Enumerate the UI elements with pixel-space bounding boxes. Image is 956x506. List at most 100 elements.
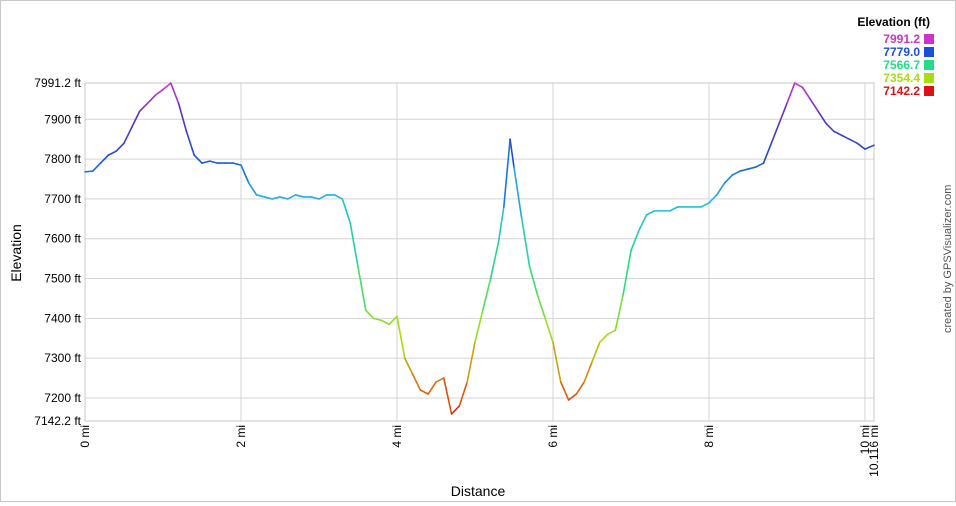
elevation-segment [279,196,289,200]
elevation-segment [544,317,554,344]
elevation-segment [177,102,188,133]
elevation-segment [536,293,546,320]
elevation-segment [388,315,398,326]
elevation-segment [458,381,468,407]
elevation-segment [138,102,149,113]
elevation-segment [247,182,258,196]
y-tick-label: 7142.2 ft [34,414,81,428]
elevation-segment [115,142,125,152]
credit-text: created by GPSVisualizer.com [942,185,954,333]
elevation-segment [715,182,726,196]
legend-entry-label: 7566.7 [883,58,920,72]
legend-swatch [924,34,934,44]
elevation-segment [364,309,375,320]
elevation-segment [809,98,819,113]
elevation-segment [130,110,141,129]
elevation-segment [528,265,539,296]
elevation-segment [864,144,875,150]
elevation-segment [739,168,749,172]
elevation-segment [427,381,437,395]
legend-swatch [924,60,934,70]
elevation-segment [708,194,718,204]
elevation-segment [793,82,804,89]
elevation-segment [637,214,648,232]
elevation-profile-line [84,82,875,415]
elevation-segment [552,341,562,383]
elevation-segment [848,138,858,144]
grid-layer [84,82,875,422]
elevation-segment [614,293,624,332]
legend-entry-label: 7991.2 [883,32,920,46]
elevation-segment [193,154,203,164]
legend-entry-label: 7354.4 [883,71,920,85]
legend-swatch [924,73,934,83]
elevation-segment [107,150,117,156]
elevation-legend: Elevation (ft) 7991.27779.07566.77354.47… [857,15,934,98]
elevation-segment [357,265,367,312]
y-tick-label: 7300 ft [44,351,81,365]
elevation-segment [840,134,851,141]
x-axis-title: Distance [451,483,506,499]
elevation-segment [801,86,812,101]
elevation-segment [591,341,601,363]
elevation-segment [91,162,102,172]
elevation-segment [513,166,523,220]
elevation-segment [754,162,765,168]
x-tick-label: 10 mi [858,425,872,454]
elevation-segment [520,218,531,268]
elevation-segment [240,164,250,184]
elevation-segment [341,198,351,224]
legend-entry-label: 7779.0 [883,45,920,59]
elevation-segment [645,210,656,216]
legend-entry-label: 7142.2 [883,84,920,98]
elevation-segment [84,170,94,173]
elevation-segment [201,160,211,164]
elevation-segment [450,405,461,415]
elevation-segment [762,142,773,164]
elevation-segment [208,160,219,164]
elevation-segment [489,241,500,280]
elevation-segment [832,130,843,137]
elevation-segment [567,393,578,401]
elevation-segment [310,196,320,200]
x-tick-label: 10.116 mi [867,425,881,477]
elevation-segment [723,174,734,184]
elevation-segment [669,206,679,212]
elevation-segment [770,122,780,144]
legend-swatch [924,86,934,96]
elevation-segment [606,329,617,336]
elevation-segment [825,122,835,133]
elevation-segment [294,194,305,198]
elevation-segment [162,82,172,91]
elevation-segment [481,277,492,312]
elevation-segment [786,82,796,105]
elevation-segment [271,196,281,200]
x-tick-label: 8 mi [702,425,716,448]
legend-title: Elevation (ft) [857,15,930,29]
y-tick-labels: 7142.2 ft 7200 ft 7300 ft 7400 ft 7500 ft 760… [34,76,81,428]
elevation-segment [466,341,476,383]
elevation-segment [747,166,757,170]
elevation-segment [817,110,827,125]
elevation-segment [154,88,164,97]
y-tick-label: 7900 ft [44,112,81,126]
elevation-segment [575,381,585,395]
elevation-segment [731,170,741,176]
elevation-segment [255,194,266,198]
elevation-segment [474,309,484,344]
elevation-segment [185,130,195,156]
elevation-segment [598,333,609,344]
elevation-segment [146,94,156,105]
elevation-segment [435,377,445,383]
elevation-segment [333,194,344,200]
elevation-segment [442,377,453,415]
elevation-segment [286,194,297,200]
elevation-segment [403,357,414,375]
x-tick-label: 4 mi [390,425,404,448]
elevation-segment [380,319,390,326]
elevation-segment [411,373,422,391]
x-tick-label: 2 mi [234,425,248,448]
